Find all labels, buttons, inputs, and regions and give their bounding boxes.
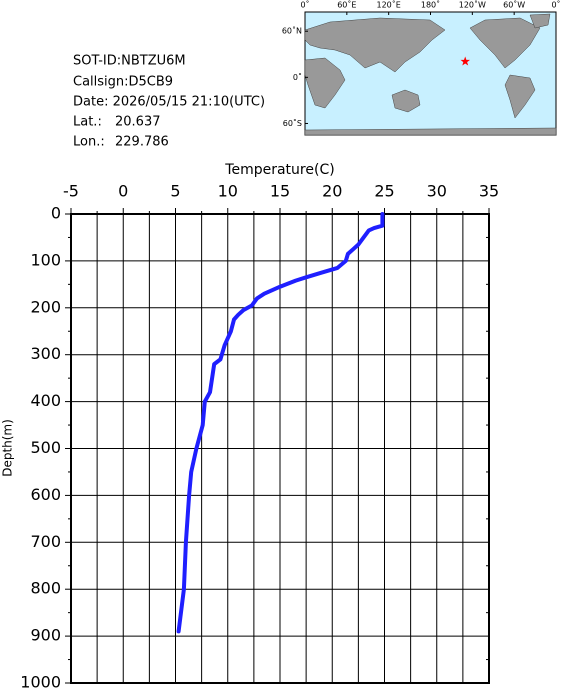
map-land <box>304 13 557 136</box>
date: Date: 2026/05/15 21:10(UTC) <box>73 95 265 110</box>
x-tick-label: 10 <box>218 182 238 201</box>
map-y-tick-label: 0˚ <box>293 72 302 82</box>
map-x-tick-label: 0˚ <box>300 0 309 10</box>
x-tick-label: 25 <box>374 182 394 201</box>
map-x-tick-label: 0˚ <box>551 0 560 10</box>
map-x-tick-label: 120˚E <box>377 0 401 10</box>
y-axis-title: Depth(m) <box>1 419 15 477</box>
position-marker <box>460 56 470 66</box>
y-tick-label: 200 <box>30 297 61 316</box>
x-axis-title: Temperature(C) <box>224 162 334 178</box>
map-y-tick-label: 60˚N <box>282 26 302 36</box>
map-x-tick-label: 180˚ <box>421 0 440 10</box>
y-tick-label: 1000 <box>20 673 61 690</box>
x-tick-label: 20 <box>322 182 342 201</box>
map-x-tick-label: 60˚W <box>503 0 525 10</box>
lat: 20.637 <box>115 115 161 130</box>
y-tick-label: 600 <box>30 485 61 504</box>
callsign: Callsign:D5CB9 <box>73 75 173 90</box>
map-x-tick-label: 60˚E <box>337 0 356 10</box>
lon: 229.786 <box>115 135 169 150</box>
y-tick-label: 400 <box>30 391 61 410</box>
y-tick-label: 800 <box>30 579 61 598</box>
lat-label: Lat.: <box>73 115 102 130</box>
x-tick-label: -5 <box>63 182 79 201</box>
y-tick-label: 900 <box>30 626 61 645</box>
y-tick-label: 300 <box>30 344 61 363</box>
x-tick-label: 30 <box>427 182 447 201</box>
map-x-tick-label: 120˚W <box>459 0 486 10</box>
profile-line <box>176 212 385 634</box>
sot-id: SOT-ID:NBTZU6M <box>73 54 186 69</box>
y-tick-label: 100 <box>30 250 61 269</box>
lon-label: Lon.: <box>73 135 105 150</box>
y-tick-label: 500 <box>30 438 61 457</box>
y-tick-label: 700 <box>30 532 61 551</box>
x-tick-label: 15 <box>270 182 290 201</box>
x-tick-label: 35 <box>479 182 499 201</box>
y-tick-label: 0 <box>51 204 61 223</box>
map-y-tick-label: 60˚S <box>283 118 302 128</box>
x-tick-label: 5 <box>170 182 180 201</box>
x-tick-label: 0 <box>118 182 128 201</box>
